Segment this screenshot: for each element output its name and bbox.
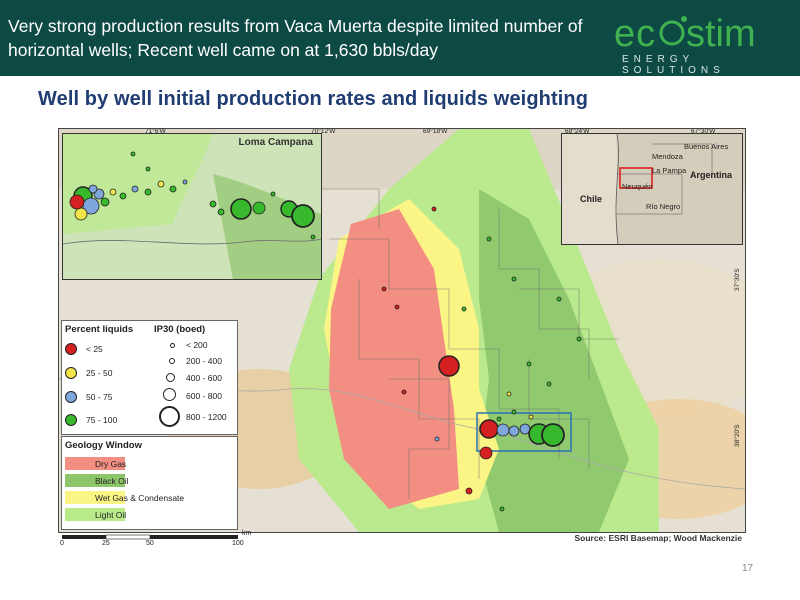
coord-top-4: 68°24'W xyxy=(565,128,590,135)
coord-side-1: 37°30'S xyxy=(734,268,741,291)
legend-percent-3: 50 - 75 xyxy=(86,392,113,402)
legend-ip30-4: 600 - 800 xyxy=(186,391,222,401)
scale-unit: km xyxy=(242,530,252,537)
legend-dot-blue xyxy=(65,391,77,403)
geology-label-1: Dry Gas xyxy=(95,459,127,469)
inset-label: Loma Campana xyxy=(236,137,315,148)
legend-size-1 xyxy=(170,343,175,348)
legend-size-3 xyxy=(166,373,175,382)
scale-bar-graphic xyxy=(62,534,238,540)
scale-tick-25: 25 xyxy=(102,540,110,547)
geology-label-2: Black Oil xyxy=(95,476,129,486)
loma-campana-inset: Loma Campana xyxy=(62,133,322,280)
legend-percent-4: 75 - 100 xyxy=(86,415,118,425)
geology-swatch-dry-gas xyxy=(65,457,125,470)
coord-top-1: 71°6'W xyxy=(145,128,166,135)
legend-ip30-1: < 200 xyxy=(186,340,208,350)
locator-mendoza: Mendoza xyxy=(652,152,683,161)
locator-chile: Chile xyxy=(580,194,603,204)
legend-percent-2: 25 - 50 xyxy=(86,368,113,378)
legend-ip30-title: IP30 (boed) xyxy=(154,324,206,335)
svg-text:ec: ec xyxy=(614,13,656,54)
coord-top-3: 69°18'W xyxy=(423,128,448,135)
legend-size-4 xyxy=(163,388,176,401)
locator-rio-negro: Río Negro xyxy=(646,202,681,211)
legend-ip30-2: 200 - 400 xyxy=(186,356,222,366)
locator-buenos-aires: Buenos Aires xyxy=(684,142,729,151)
map-title: Well by well initial production rates an… xyxy=(38,88,589,110)
legend-geology-title: Geology Window xyxy=(65,440,142,451)
locator-neuquen: Neuquén xyxy=(622,182,653,191)
coord-top-5: 67°30'W xyxy=(691,128,716,135)
geology-swatch-wet-gas xyxy=(65,491,125,504)
legend-percent-title: Percent liquids xyxy=(65,324,134,335)
coord-top-2: 70°12'W xyxy=(311,128,336,135)
slide-title: Very strong production results from Vaca… xyxy=(8,16,583,60)
scale-bar: km 0 25 50 100 xyxy=(60,530,252,550)
locator-la-pampa: La Pampa xyxy=(652,166,687,175)
legend-dot-yellow xyxy=(65,367,77,379)
legend-ip30-3: 400 - 600 xyxy=(186,373,222,383)
logo-tagline: ENERGY SOLUTIONS xyxy=(622,54,725,76)
legend-ip30-5: 800 - 1200 xyxy=(186,412,227,422)
locator-canvas xyxy=(562,134,742,244)
slide-header: Very strong production results from Vaca… xyxy=(0,0,800,76)
legend-dot-red xyxy=(65,343,77,355)
legend-percent-1: < 25 xyxy=(86,344,103,354)
ecostim-logo: ec stim ENERGY SOLUTIONS xyxy=(612,10,792,76)
ecostim-logo-mark: ec stim xyxy=(614,13,756,55)
legend-size-5 xyxy=(159,406,180,427)
locator-argentina: Argentina xyxy=(690,170,733,180)
legend-geology: Geology Window Dry Gas Black Oil Wet Gas… xyxy=(61,436,238,530)
page-number: 17 xyxy=(742,563,754,574)
legend-liquids-ip30: Percent liquids IP30 (boed) < 25 25 - 50… xyxy=(61,320,238,435)
geology-swatch-light-oil xyxy=(65,508,125,521)
geology-label-4: Light Oil xyxy=(95,510,127,520)
svg-text:stim: stim xyxy=(686,13,756,54)
map-source: Source: ESRI Basemap; Wood Mackenzie xyxy=(574,533,742,543)
legend-size-2 xyxy=(169,358,175,364)
legend-dot-green xyxy=(65,414,77,426)
inset-canvas xyxy=(63,134,321,279)
geology-swatch-black-oil xyxy=(65,474,125,487)
scale-tick-50: 50 xyxy=(146,540,154,547)
scale-tick-0: 0 xyxy=(60,540,64,547)
coord-side-2: 38°20'S xyxy=(734,424,741,447)
locator-map: Mendoza Buenos Aires La Pampa Argentina … xyxy=(561,133,743,245)
scale-tick-100: 100 xyxy=(232,540,244,547)
geology-label-3: Wet Gas & Condensate xyxy=(95,493,185,503)
